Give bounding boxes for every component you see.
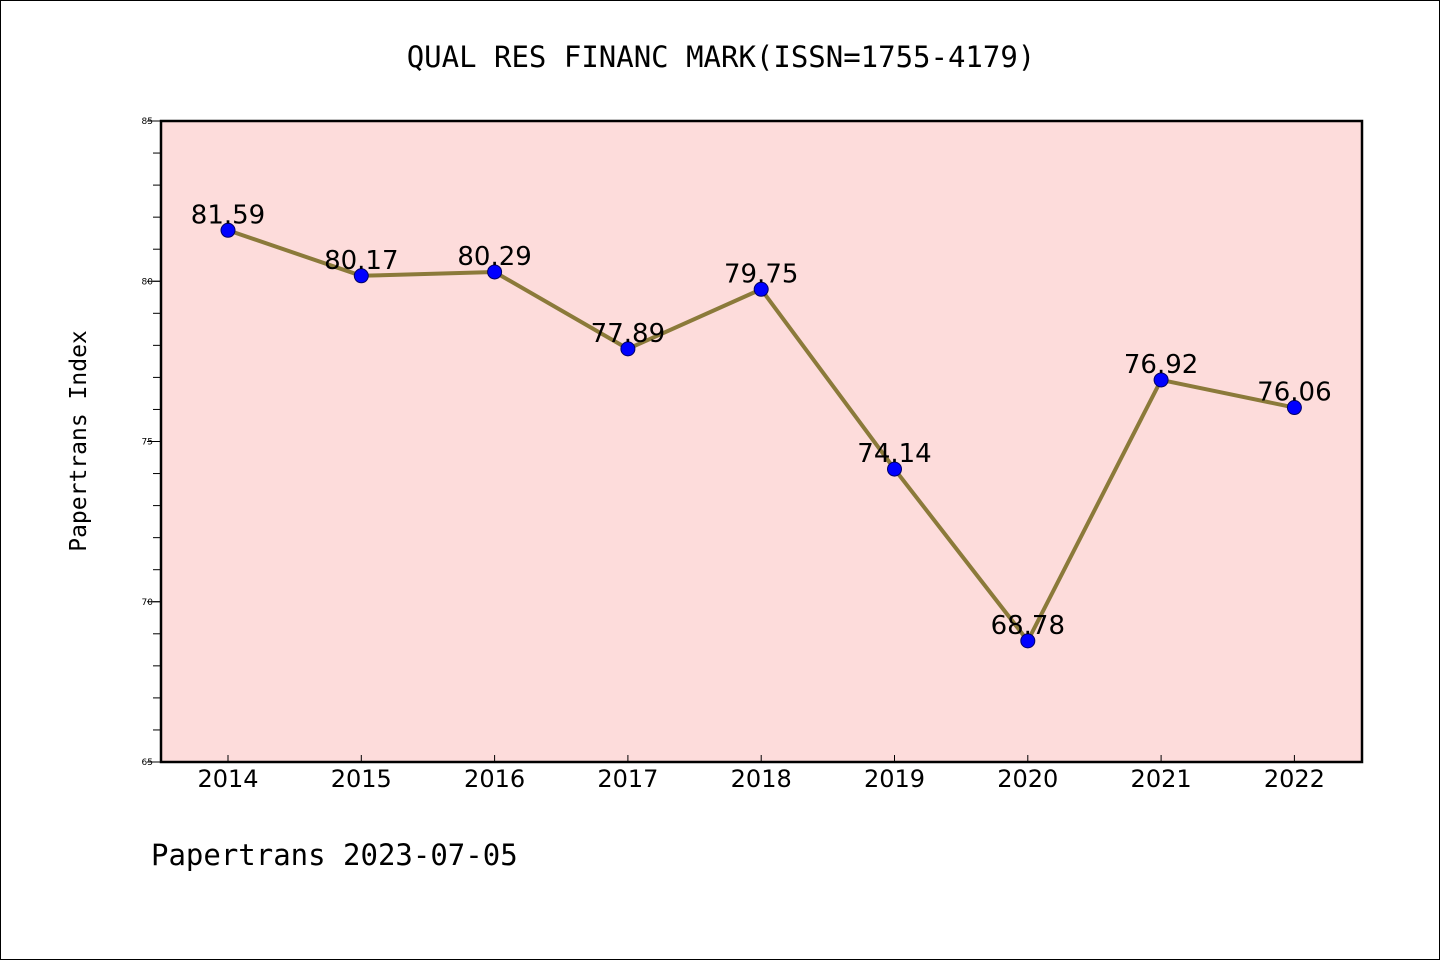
- x-tick-label: 2021: [1131, 765, 1192, 793]
- data-label: 76.92: [1124, 350, 1198, 380]
- data-point: [353, 268, 369, 284]
- plot-area: [161, 121, 1362, 762]
- data-label: 76.06: [1257, 378, 1331, 408]
- data-label: 79.75: [724, 259, 798, 289]
- y-tick-label: 80: [142, 277, 154, 287]
- plot-frame: [159, 119, 1364, 764]
- x-axis-ticks: 2014 2015 2016 2017 2018 2019 2020 2021 2022: [197, 755, 1325, 793]
- y-tick-label: 65: [142, 758, 153, 768]
- x-tick-label: 2020: [997, 765, 1058, 793]
- data-point: [1286, 400, 1302, 416]
- y-tick-label: 75: [142, 438, 153, 448]
- x-tick-label: 2019: [864, 765, 925, 793]
- data-point: [753, 281, 769, 297]
- x-tick-label: 2015: [331, 765, 392, 793]
- y-tick-label: 85: [142, 117, 153, 127]
- data-point: [620, 341, 636, 357]
- data-label: 74.14: [857, 439, 931, 469]
- data-label: 80.29: [457, 242, 531, 272]
- data-labels: 81.59 80.17 80.29 77.89 79.75 74.14 68.78 76.92…: [191, 200, 1332, 641]
- chart-title: QUAL RES FINANC MARK(ISSN=1755-4179): [407, 40, 1036, 74]
- data-label: 77.89: [591, 319, 665, 349]
- footer-text: Papertrans 2023-07-05: [151, 838, 518, 872]
- y-tick-label: 70: [142, 598, 154, 608]
- data-point: [1153, 372, 1169, 388]
- x-tick-label: 2018: [731, 765, 792, 793]
- data-label: 80.17: [324, 246, 398, 276]
- y-axis-label: Papertrans Index: [66, 330, 92, 552]
- x-tick-label: 2014: [197, 765, 258, 793]
- x-tick-label: 2022: [1264, 765, 1325, 793]
- data-point: [220, 222, 236, 238]
- y-axis-ticks: 65 70 75 80 85: [142, 117, 161, 768]
- data-point: [487, 264, 503, 280]
- data-label: 68.78: [991, 611, 1065, 641]
- x-tick-label: 2016: [464, 765, 525, 793]
- data-point: [887, 461, 902, 477]
- x-tick-label: 2017: [597, 765, 658, 793]
- data-point: [1020, 633, 1036, 649]
- data-label: 81.59: [191, 200, 265, 230]
- series-points: [220, 222, 1302, 649]
